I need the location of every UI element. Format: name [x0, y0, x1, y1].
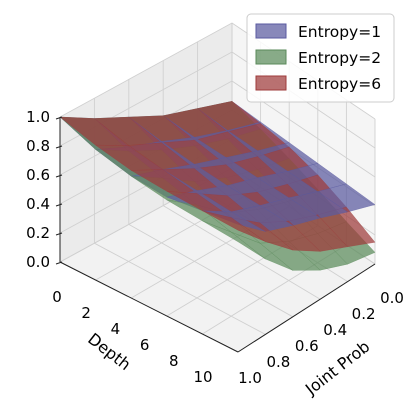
legend-swatch: [255, 23, 287, 39]
x-axis-line: [237, 263, 376, 353]
depth-tick-label: 0: [52, 288, 62, 306]
z-tick-label: 0.4: [26, 195, 50, 213]
joint-prob-tick-label: 1.0: [238, 369, 262, 387]
z-tick-label: 0.8: [26, 137, 50, 155]
surfaces: [59, 101, 376, 271]
z-tick-mark: [55, 261, 63, 265]
z-tick-mark: [55, 203, 63, 207]
y-axis-title: Depth: [84, 329, 134, 374]
legend-swatch: [255, 75, 287, 91]
legend-label: Entropy=1: [298, 23, 381, 41]
legend-label: Entropy=6: [298, 75, 381, 93]
gridline: [59, 51, 376, 149]
z-tick-label: 1.0: [26, 108, 50, 126]
axis-lines: [59, 117, 376, 353]
joint-prob-tick-label: 0.8: [266, 353, 290, 371]
z-tick-label: 0.2: [26, 224, 50, 242]
joint-prob-tick-label: 0.0: [380, 289, 404, 307]
legend-swatch: [255, 49, 287, 65]
legend: Entropy=1 Entropy=2 Entropy=6: [246, 13, 395, 103]
z-tick-label: 0.0: [26, 253, 50, 271]
joint-prob-tick-label: 0.2: [352, 305, 376, 323]
depth-tick-label: 8: [169, 352, 179, 370]
surface-cell: [202, 210, 266, 242]
z-tick-mark: [55, 116, 63, 120]
joint-prob-tick-label: 0.6: [295, 337, 319, 355]
surface-cell: [202, 220, 266, 260]
depth-tick-label: 10: [193, 368, 212, 386]
depth-tick-label: 6: [140, 336, 150, 354]
depth-tick-label: 4: [111, 320, 121, 338]
depth-tick-label: 2: [81, 304, 91, 322]
z-tick-mark: [55, 145, 63, 149]
joint-prob-tick-label: 0.4: [323, 321, 347, 339]
tick-labels: 0.00.20.40.60.81.002468100.00.20.40.60.8…: [26, 108, 404, 387]
z-tick-mark: [55, 232, 63, 236]
y-axis-line: [59, 261, 239, 353]
legend-label: Entropy=2: [298, 49, 381, 67]
z-tick-mark: [55, 174, 63, 178]
z-tick-label: 0.6: [26, 166, 50, 184]
